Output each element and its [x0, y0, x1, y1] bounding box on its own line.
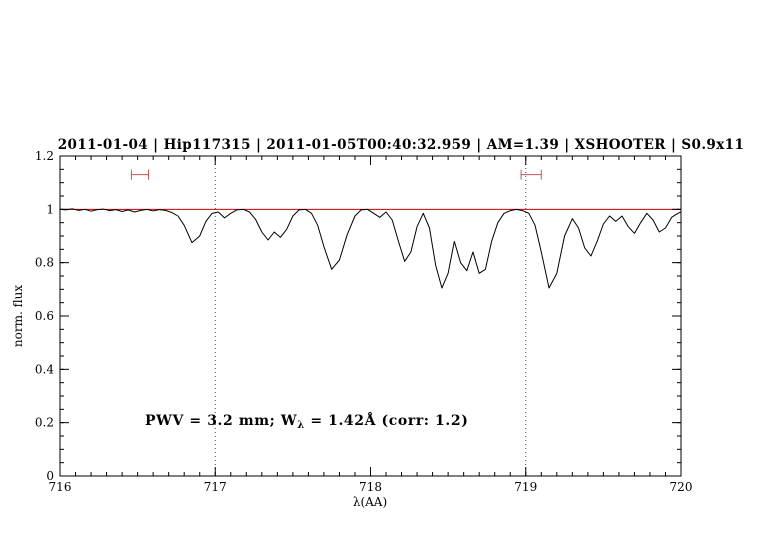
pwv-annotation: PWV = 3.2 mm; Wλ = 1.42Å (corr: 1.2) — [145, 411, 468, 431]
pwv-annotation-suffix: = 1.42Å (corr: 1.2) — [305, 411, 469, 429]
y-tick-label: 0.2 — [35, 416, 54, 430]
x-tick-label: 716 — [49, 480, 72, 494]
y-axis-label: norm. flux — [11, 285, 25, 347]
x-tick-label: 717 — [204, 480, 227, 494]
spectrum-line — [59, 208, 682, 289]
y-tick-label: 0.6 — [35, 309, 54, 323]
y-tick-label: 0 — [46, 469, 54, 483]
plot-border — [59, 155, 682, 477]
x-axis-label: λ(AA) — [353, 495, 387, 509]
pwv-annotation-subscript: λ — [297, 420, 305, 431]
y-tick-label: 1.2 — [35, 149, 54, 163]
x-tick-label: 719 — [514, 480, 537, 494]
x-tick-label: 718 — [359, 480, 382, 494]
y-tick-label: 1 — [46, 202, 54, 216]
x-tick-label: 720 — [670, 480, 693, 494]
pwv-annotation-prefix: PWV = 3.2 mm; W — [145, 413, 297, 429]
chart-title: 2011-01-04 | Hip117315 | 2011-01-05T00:4… — [58, 137, 745, 153]
y-tick-label: 0.4 — [35, 362, 54, 376]
chart-generated-layer: 716 717 718 719 720 0 0.2 0.4 0.6 0.8 1 1.2 — [35, 149, 693, 494]
y-tick-label: 0.8 — [35, 256, 54, 270]
